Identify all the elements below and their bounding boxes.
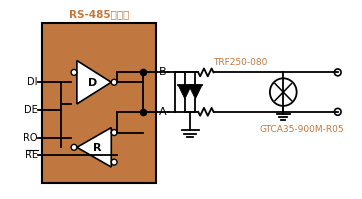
Circle shape — [270, 78, 296, 106]
Text: RE: RE — [25, 150, 38, 160]
Text: A: A — [159, 107, 167, 117]
Text: RS-485收发器: RS-485收发器 — [69, 9, 129, 19]
Text: TRF250-080: TRF250-080 — [214, 58, 268, 67]
Polygon shape — [77, 60, 111, 104]
Text: DI: DI — [27, 77, 38, 87]
Text: D: D — [88, 78, 97, 88]
Circle shape — [334, 69, 341, 76]
Text: GTCA35-900M-R05: GTCA35-900M-R05 — [260, 125, 344, 134]
Circle shape — [334, 108, 341, 115]
Circle shape — [111, 130, 117, 136]
Polygon shape — [178, 85, 191, 99]
Bar — [42, 23, 156, 183]
Circle shape — [111, 159, 117, 165]
Text: DE: DE — [24, 105, 38, 115]
Text: RO: RO — [23, 134, 38, 143]
Circle shape — [71, 69, 77, 75]
Circle shape — [111, 79, 117, 85]
Text: B: B — [159, 67, 167, 77]
Polygon shape — [77, 128, 111, 167]
Circle shape — [71, 144, 77, 150]
Polygon shape — [189, 85, 202, 99]
Text: R: R — [93, 143, 101, 153]
